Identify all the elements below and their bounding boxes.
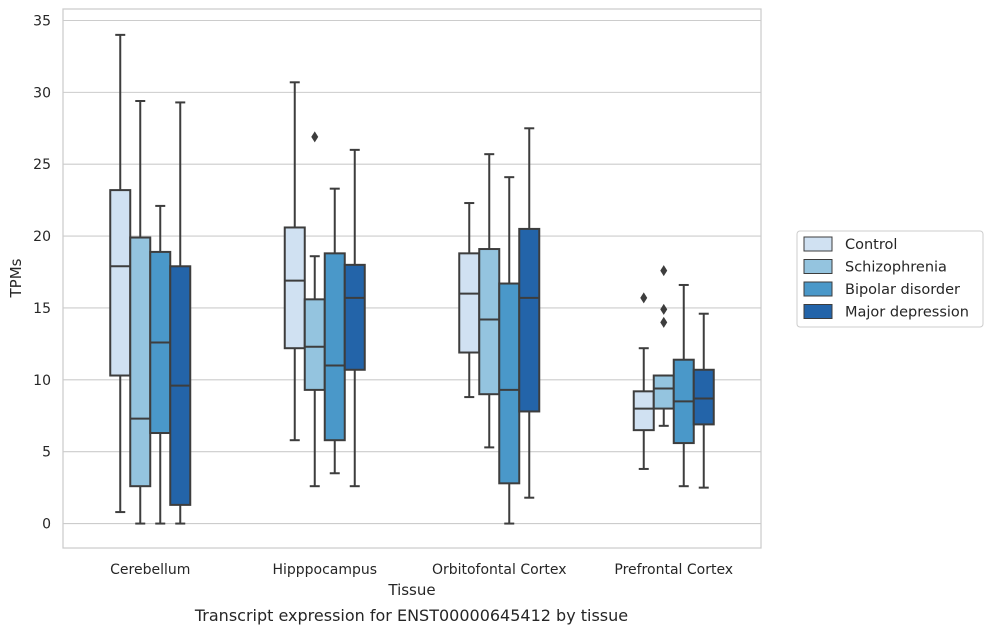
box-1-0 — [283, 81, 306, 442]
box-3-1 — [652, 265, 675, 427]
box-3-2 — [672, 283, 695, 488]
box-0-3 — [169, 101, 192, 525]
legend-item: Major depression — [803, 304, 969, 321]
box-2-2 — [498, 176, 521, 525]
outlier-point — [660, 303, 668, 315]
box-body — [323, 252, 346, 442]
legend-swatch — [803, 236, 833, 252]
legend-item: Bipolar disorder — [803, 281, 960, 298]
box-body — [303, 298, 326, 391]
legend-frame — [796, 230, 984, 328]
outlier-point — [660, 265, 668, 277]
figure-caption: Transcript expression for ENST0000064541… — [194, 606, 629, 625]
box-body — [458, 252, 481, 354]
x-tick-label: Prefrontal Cortex — [614, 562, 733, 578]
box-0-2 — [149, 204, 172, 525]
box-1-3 — [343, 148, 366, 488]
legend-label: Major depression — [845, 305, 969, 321]
y-tick-label: 10 — [33, 373, 51, 389]
boxes — [109, 33, 715, 525]
box-2-1 — [478, 153, 501, 449]
outlier-point — [640, 292, 648, 304]
legend-item: Schizophrenia — [803, 259, 947, 276]
box-1-1 — [303, 131, 326, 488]
x-tick-label: Orbitofontal Cortex — [432, 562, 567, 578]
box-0-0 — [109, 33, 132, 514]
x-axis-label: Tissue — [387, 581, 435, 599]
box-body — [343, 263, 366, 371]
y-tick-label: 5 — [42, 445, 51, 461]
y-tick-label: 0 — [42, 517, 51, 533]
box-body — [129, 236, 152, 488]
box-2-3 — [518, 127, 541, 499]
y-tick-label: 30 — [33, 85, 51, 101]
box-1-2 — [323, 187, 346, 475]
plot-frame — [62, 8, 762, 549]
x-tick-labels: Cerebellum Hipppocampus Orbitofontal Corte… — [110, 562, 733, 578]
box-body — [692, 368, 715, 426]
box-3-0 — [632, 292, 655, 470]
y-tick-label: 15 — [33, 301, 51, 317]
legend-item: Control — [803, 236, 897, 253]
box-body — [109, 189, 132, 377]
box-body — [498, 282, 521, 485]
box-body — [518, 227, 541, 413]
y-tick-label: 20 — [33, 229, 51, 245]
x-tick-label: Hipppocampus — [272, 562, 377, 578]
y-tick-labels: 0 5 10 15 20 25 30 35 — [33, 13, 51, 532]
legend-swatch — [803, 281, 833, 297]
legend-swatch — [803, 259, 833, 274]
box-body — [283, 226, 306, 350]
legend-label: Control — [845, 237, 897, 253]
box-body — [632, 390, 655, 432]
outlier-point — [311, 131, 319, 143]
box-body — [652, 374, 675, 410]
y-tick-label: 25 — [33, 157, 51, 173]
y-tick-label: 35 — [33, 13, 51, 29]
legend-label: Schizophrenia — [845, 260, 947, 276]
box-2-0 — [458, 202, 481, 399]
box-body — [478, 248, 501, 396]
legend: Control Schizophrenia Bipolar disorder Majo… — [796, 230, 984, 328]
legend-label: Bipolar disorder — [845, 282, 960, 298]
box-3-3 — [692, 312, 715, 489]
x-tick-label: Cerebellum — [110, 562, 190, 578]
y-axis-label: TPMs — [7, 258, 25, 298]
outlier-point — [660, 316, 668, 328]
legend-swatch — [803, 304, 833, 319]
